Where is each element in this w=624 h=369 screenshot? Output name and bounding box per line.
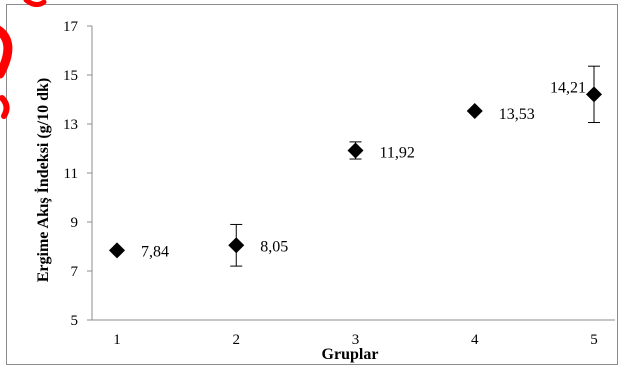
y-tick-labels: 5 7 9 11 13 15 17 bbox=[63, 19, 79, 329]
data-label: 14,21 bbox=[550, 79, 586, 96]
red-annotation-mark bbox=[0, 0, 47, 119]
y-tick-label: 11 bbox=[64, 166, 78, 182]
y-tick-label: 17 bbox=[63, 19, 79, 35]
data-label: 13,53 bbox=[499, 106, 535, 123]
y-tick-label: 9 bbox=[71, 215, 79, 231]
y-tick-label: 13 bbox=[63, 117, 78, 133]
x-tick-label: 2 bbox=[233, 332, 241, 348]
data-points bbox=[109, 86, 602, 259]
y-tick-label: 5 bbox=[71, 313, 79, 329]
x-tick-label: 4 bbox=[471, 332, 479, 348]
y-tick-label: 15 bbox=[63, 68, 78, 84]
y-axis-title: Ergime Akış İndeksi (g/10 dk) bbox=[33, 78, 52, 282]
chart-frame bbox=[6, 4, 618, 365]
data-label: 11,92 bbox=[380, 144, 415, 161]
data-point-diamond bbox=[228, 237, 245, 254]
y-tick-label: 7 bbox=[71, 264, 79, 280]
data-label: 8,05 bbox=[260, 238, 288, 255]
x-tick-label: 5 bbox=[590, 332, 598, 348]
data-point-diamond bbox=[466, 103, 483, 120]
data-point-diamond bbox=[586, 86, 602, 103]
axes bbox=[87, 25, 615, 321]
x-tick-label: 1 bbox=[113, 332, 121, 348]
data-label: 7,84 bbox=[141, 243, 169, 260]
x-axis-title: Gruplar bbox=[322, 346, 379, 363]
data-point-diamond bbox=[347, 142, 364, 159]
data-labels: 7,84 8,05 11,92 13,53 14,21 bbox=[141, 79, 586, 260]
x-tick-label: 3 bbox=[352, 332, 360, 348]
error-bars bbox=[230, 65, 600, 267]
data-point-diamond bbox=[109, 242, 125, 259]
x-tick-labels: 1 2 3 4 5 bbox=[113, 332, 598, 348]
